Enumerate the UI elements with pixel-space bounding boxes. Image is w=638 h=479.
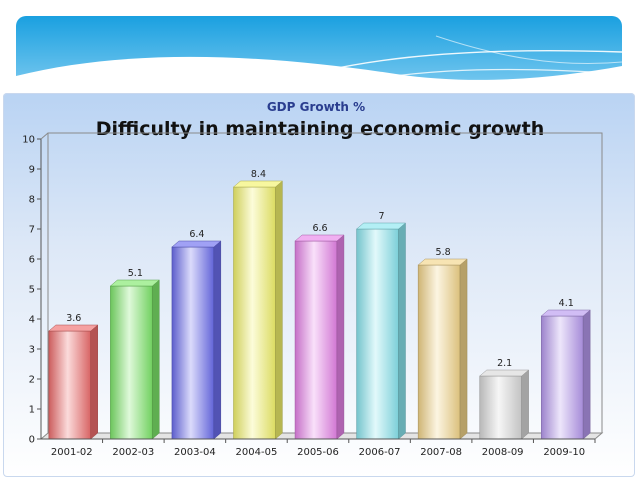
bar-2006-07 xyxy=(355,222,407,440)
bar-front xyxy=(110,285,153,440)
bar-side xyxy=(521,369,529,440)
x-tick-label: 2007-08 xyxy=(420,447,462,458)
data-label: 5.1 xyxy=(128,268,143,279)
bar-2005-06 xyxy=(294,234,345,440)
y-tick-label: 7 xyxy=(29,225,35,236)
bar-front xyxy=(233,186,276,440)
bar-2001-02 xyxy=(48,324,99,440)
bar-front xyxy=(48,330,92,440)
bar-top xyxy=(355,222,407,230)
data-label: 8.4 xyxy=(251,169,266,180)
slide-header-banner xyxy=(16,16,622,90)
bar-2009-10 xyxy=(540,309,591,440)
x-tick-label: 2001-02 xyxy=(51,447,93,458)
bar-top xyxy=(417,258,468,266)
bar-front xyxy=(356,228,399,440)
data-label: 6.4 xyxy=(189,229,204,240)
bar-front xyxy=(479,375,522,440)
y-tick-label: 8 xyxy=(29,195,35,206)
plot-area: 0 1 2 3 4 5 6 7 8 9 10 3.6 2001-02 5.1 2002-03 6.4 2003-… xyxy=(22,132,604,458)
x-tick-label: 2008-09 xyxy=(482,447,524,458)
bar-2003-04 xyxy=(171,240,222,440)
bar-top xyxy=(540,309,591,317)
bar-top xyxy=(48,324,99,332)
x-tick-label: 2005-06 xyxy=(297,447,339,458)
chart-panel: GDP Growth % Difficulty in maintaining e… xyxy=(3,93,635,477)
bar-side xyxy=(582,309,591,440)
bar-top xyxy=(294,234,345,242)
data-label: 7 xyxy=(379,211,385,222)
x-tick-label: 2004-05 xyxy=(236,447,278,458)
data-label: 6.6 xyxy=(312,223,327,234)
y-tick-label: 1 xyxy=(29,405,35,416)
bar-front xyxy=(417,264,461,440)
x-tick-label: 2002-03 xyxy=(112,447,154,458)
chart-title: Difficulty in maintaining economic growt… xyxy=(96,118,545,140)
bar-front xyxy=(294,240,338,440)
y-tick-label: 4 xyxy=(29,315,35,326)
y-tick-label: 0 xyxy=(29,435,35,446)
bar-front xyxy=(171,246,215,440)
bar-side xyxy=(398,222,406,440)
bar-side xyxy=(336,234,345,440)
y-tick-label: 3 xyxy=(29,345,35,356)
bar-top xyxy=(232,180,284,188)
bar-side xyxy=(90,324,98,440)
bar-side xyxy=(213,240,222,440)
x-tick-label: 2003-04 xyxy=(174,447,216,458)
x-tick-label: 2006-07 xyxy=(359,447,401,458)
y-tick-label: 6 xyxy=(29,255,35,266)
bar-top xyxy=(171,240,222,248)
bar-2008-09 xyxy=(479,369,530,440)
y-tick-label: 9 xyxy=(29,165,35,176)
bar-side xyxy=(152,279,160,440)
bar-2007-08 xyxy=(417,258,468,440)
data-label: 5.8 xyxy=(436,247,451,258)
data-label: 4.1 xyxy=(559,298,574,309)
data-label: 2.1 xyxy=(497,358,512,369)
y-tick-label: 5 xyxy=(29,285,35,296)
bar-2002-03 xyxy=(109,279,160,440)
gdp-bar-chart: GDP Growth % Difficulty in maintaining e… xyxy=(22,100,604,458)
bar-front xyxy=(540,315,584,440)
chart-subtitle: GDP Growth % xyxy=(267,100,365,114)
data-label: 3.6 xyxy=(66,313,81,324)
y-axis-depth xyxy=(40,132,49,140)
bar-top xyxy=(479,369,530,377)
bar-side xyxy=(275,180,283,440)
y-tick-label: 2 xyxy=(29,375,35,386)
bar-top xyxy=(109,279,160,287)
bar-2004-05 xyxy=(232,180,284,440)
bar-side xyxy=(459,258,468,440)
y-tick-label: 10 xyxy=(22,135,35,146)
x-tick-label: 2009-10 xyxy=(543,447,585,458)
